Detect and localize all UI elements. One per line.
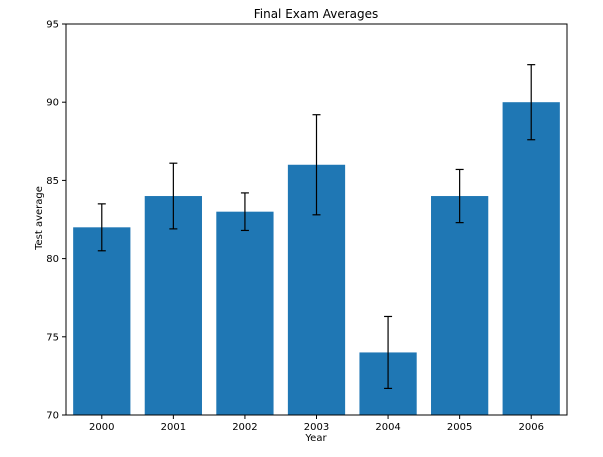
y-tick-label-75: 75	[46, 332, 59, 343]
bar-2005	[431, 196, 489, 415]
y-tick-label-80: 80	[46, 254, 59, 265]
y-tick-label-90: 90	[46, 98, 59, 109]
x-tick-label-2005: 2005	[447, 422, 472, 433]
bar-2001	[144, 196, 202, 415]
errorbar-2001	[169, 162, 178, 230]
x-axis-label: Year	[304, 433, 327, 444]
bar-2000	[73, 227, 131, 415]
errorbar-2005	[455, 168, 464, 224]
bar-2002	[216, 211, 274, 415]
errorbar-2006	[527, 64, 536, 141]
chart-title: Final Exam Averages	[254, 7, 379, 21]
errorbar-2004	[384, 315, 393, 390]
errorbars-group	[97, 64, 536, 390]
errorbar-2000	[97, 203, 106, 252]
y-tick-label-85: 85	[46, 176, 59, 187]
x-axis: 2000 2001 2002 2003 2004 2005 2006	[89, 415, 544, 433]
x-tick-label-2004: 2004	[375, 422, 400, 433]
x-tick-label-2001: 2001	[161, 422, 186, 433]
y-axis-label: Test average	[34, 186, 45, 251]
y-axis: 70 75 80 85 90 95	[46, 20, 66, 422]
y-tick-label-70: 70	[46, 411, 59, 422]
errorbar-2003	[312, 114, 321, 216]
x-tick-label-2000: 2000	[89, 422, 114, 433]
errorbar-2002	[240, 192, 249, 232]
y-tick-label-95: 95	[46, 20, 59, 31]
x-tick-label-2003: 2003	[304, 422, 329, 433]
bar-2006	[502, 102, 560, 415]
x-tick-label-2006: 2006	[518, 422, 543, 433]
x-tick-label-2002: 2002	[232, 422, 257, 433]
